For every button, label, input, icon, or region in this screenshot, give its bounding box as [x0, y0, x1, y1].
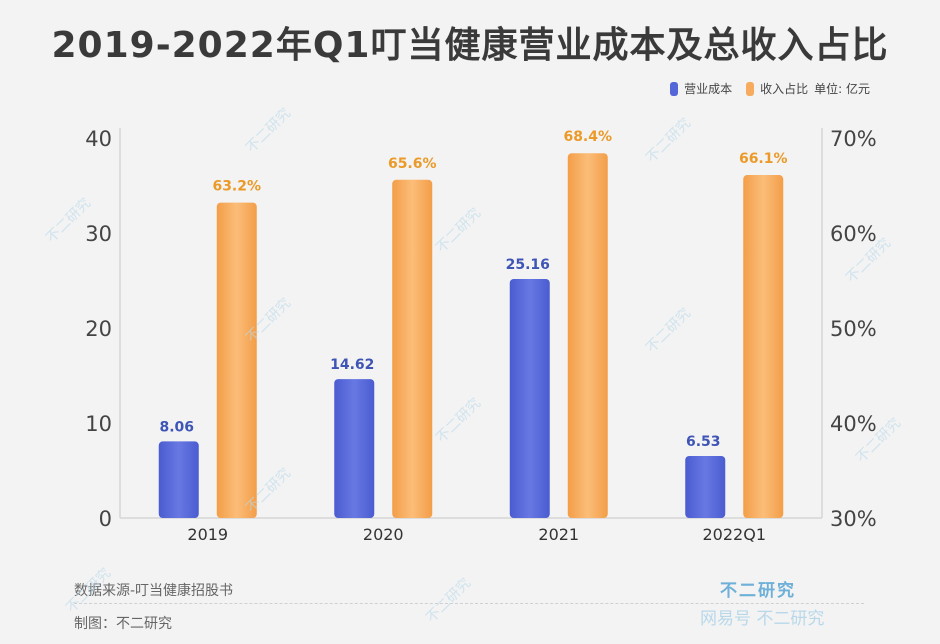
y-tick-right-label: 40% — [830, 412, 877, 436]
legend-swatch-ratio — [746, 81, 755, 96]
data-label-ratio: 68.4% — [563, 129, 612, 145]
footer-divider — [74, 603, 864, 604]
data-label-cost: 6.53 — [686, 434, 721, 450]
data-label-ratio: 66.1% — [739, 151, 788, 167]
y-tick-left-label: 10 — [85, 412, 112, 436]
y-tick-left-label: 0 — [99, 507, 112, 531]
legend-item-ratio: 收入占比 — [746, 80, 808, 97]
y-tick-left-label: 30 — [85, 222, 112, 246]
legend-item-cost: 营业成本 — [670, 80, 732, 97]
brand-logo-text: 不二研究 — [720, 581, 796, 601]
data-label-cost: 8.06 — [159, 419, 194, 435]
legend-unit: 单位: 亿元 — [814, 82, 870, 96]
y-tick-left-label: 40 — [85, 127, 112, 151]
bar-cost — [334, 379, 375, 518]
x-tick-label: 2020 — [363, 525, 404, 544]
legend-label-ratio: 收入占比 — [760, 82, 809, 96]
bar-ratio — [567, 153, 608, 518]
legend-swatch-cost — [670, 81, 679, 96]
bar-cost — [685, 455, 726, 518]
bar-ratio — [216, 202, 257, 518]
x-tick-label: 2022Q1 — [703, 525, 767, 544]
bar-ratio — [392, 179, 433, 519]
y-tick-right-label: 60% — [830, 222, 877, 246]
data-source: 数据来源-叮当健康招股书 — [74, 583, 234, 599]
y-tick-right-label: 50% — [830, 317, 877, 341]
data-label-cost: 14.62 — [330, 357, 374, 373]
legend: 营业成本 收入占比 单位: 亿元 — [656, 80, 870, 97]
bar-ratio — [743, 175, 784, 519]
made-by: 制图：不二研究 — [74, 616, 172, 632]
footer-watermark: 网易号 不二研究 — [700, 609, 825, 629]
x-tick-label: 2019 — [187, 525, 228, 544]
data-label-ratio: 63.2% — [212, 179, 261, 195]
y-tick-left-label: 20 — [85, 317, 112, 341]
bar-cost — [509, 278, 550, 518]
y-tick-right-label: 30% — [830, 507, 877, 531]
legend-label-cost: 营业成本 — [684, 82, 733, 96]
x-tick-label: 2021 — [538, 525, 579, 544]
data-label-ratio: 65.6% — [388, 156, 437, 172]
data-label-cost: 25.16 — [506, 257, 550, 273]
chart-title: 2019-2022年Q1叮当健康营业成本及总收入占比 — [51, 25, 889, 66]
y-tick-right-label: 70% — [830, 127, 877, 151]
bar-cost — [158, 441, 199, 518]
